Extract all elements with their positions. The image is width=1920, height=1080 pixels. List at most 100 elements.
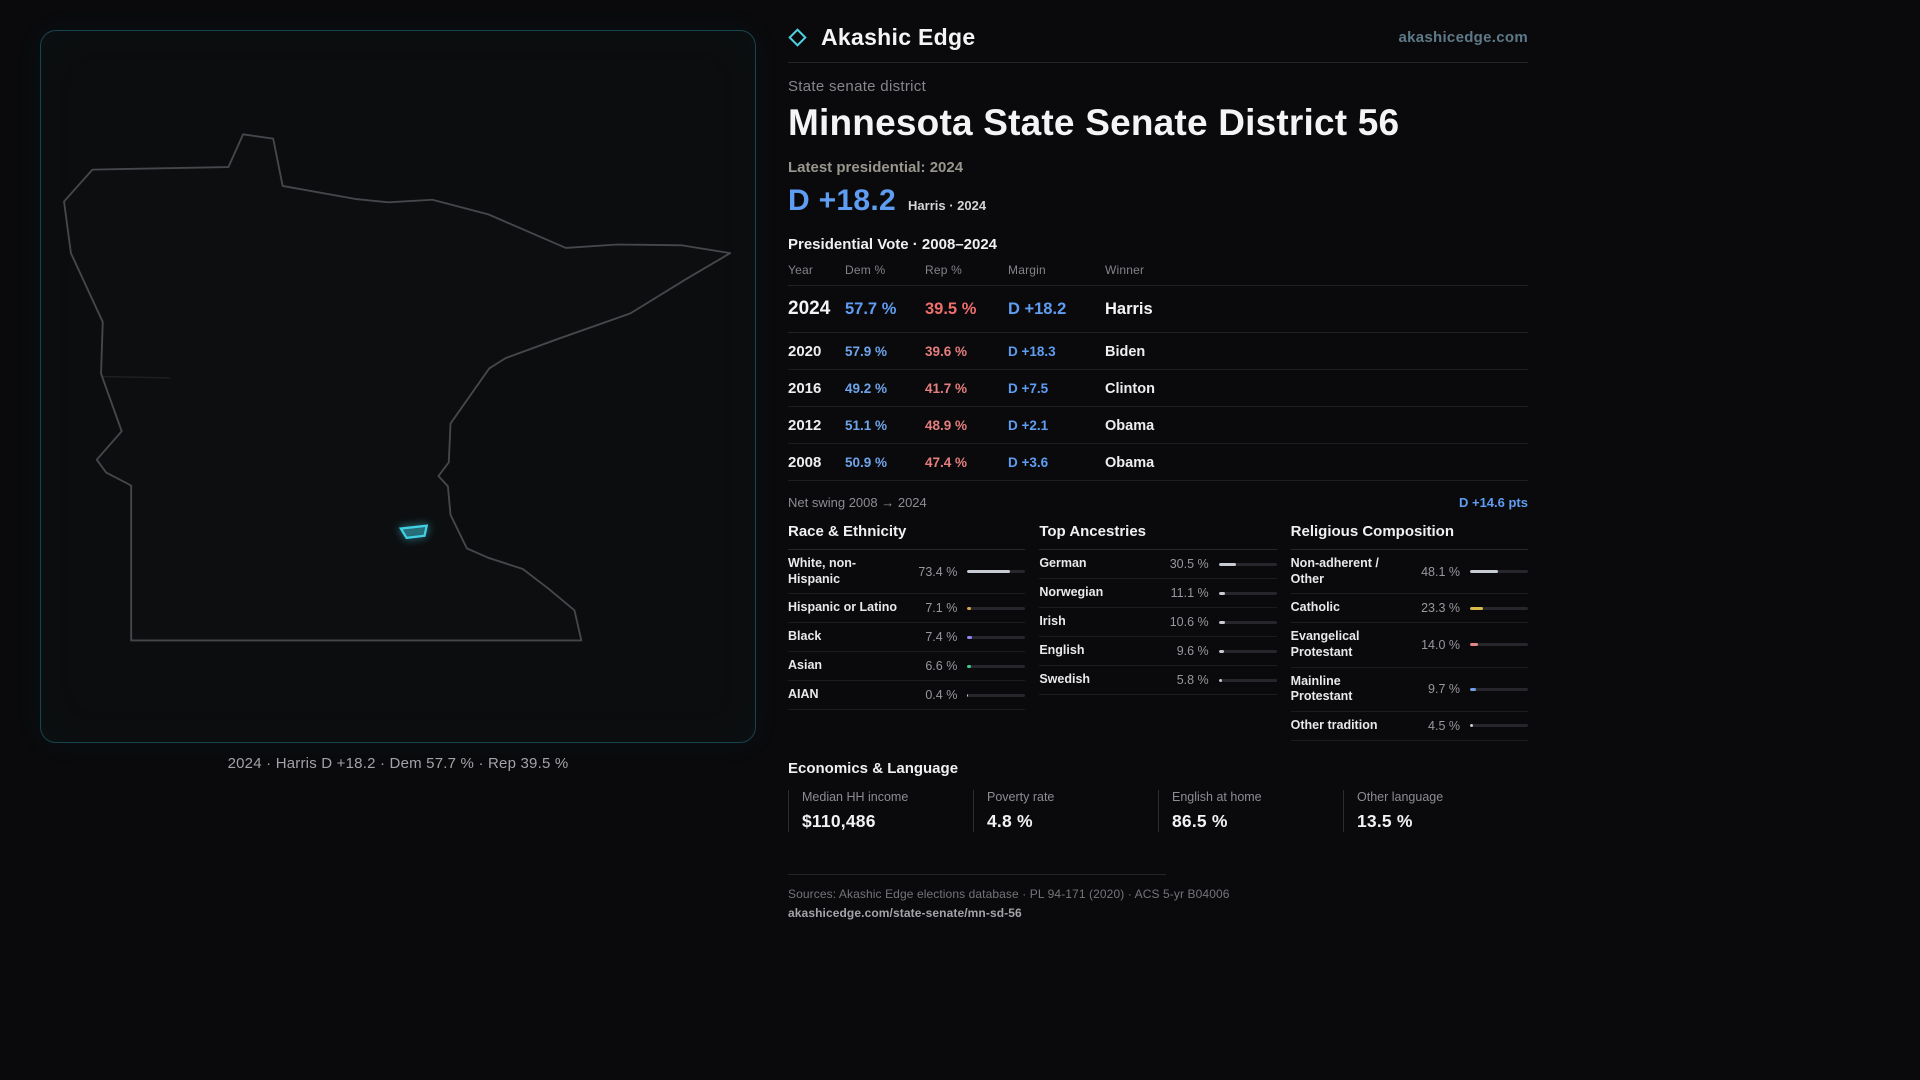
demo-row: German 30.5 % [1039,550,1277,579]
demo-section-religion: Religious Composition Non-adherent / Oth… [1290,523,1528,741]
demo-bar [1469,606,1528,610]
net-swing-row: Net swing 2008 → 2024 D +14.6 pts [788,495,1528,510]
stat-value: 4.8 % [987,810,1033,831]
cell-dem: 57.9 % [845,343,888,359]
footer-sources: Sources: Akashic Edge elections database… [788,886,1230,901]
demo-value: 9.6 % [1176,644,1209,658]
map-interior-line [102,375,170,379]
headline-margin-row: D +18.2 Harris · 2024 [788,184,1528,218]
cell-margin: D +7.5 [1008,380,1049,396]
demo-value: 5.8 % [1176,673,1209,687]
stat-value: $110,486 [802,810,876,831]
cell-year: 2020 [788,342,822,360]
demo-value: 48.1 % [1421,564,1460,579]
brand-domain-link[interactable]: akashicedge.com [1398,29,1528,46]
demo-bar [1469,643,1528,647]
cell-margin: D +3.6 [1008,454,1049,470]
cell-margin: D +18.2 [1008,300,1067,318]
stat-label: Other language [1357,789,1444,804]
stat-median-income: Median HH income $110,486 [788,789,973,832]
stat-other-language: Other language 13.5 % [1343,789,1528,832]
demo-row: White, non-Hispanic 73.4 % [788,550,1026,595]
headline-margin-note: Harris · 2024 [908,198,987,213]
cell-margin: D +2.1 [1008,417,1049,433]
cell-year: 2012 [788,416,822,434]
demo-row: Black 7.4 % [788,623,1026,653]
stat-label: Poverty rate [987,789,1055,804]
stat-poverty-rate: Poverty rate 4.8 % [973,789,1158,832]
demo-section-title: Religious Composition [1290,523,1528,550]
demo-value: 23.3 % [1421,601,1460,616]
demo-label: Mainline Protestant [1290,673,1353,704]
cell-winner: Biden [1105,343,1146,360]
demo-label: Catholic [1290,600,1340,615]
demo-row: Non-adherent / Other 48.1 % [1290,550,1528,595]
header-divider [788,62,1528,63]
stat-label: Median HH income [802,789,909,804]
header: Akashic Edge akashicedge.com [788,24,1528,51]
demo-row: Mainline Protestant 9.7 % [1290,668,1528,712]
cell-dem: 50.9 % [845,454,888,470]
demo-label: Norwegian [1039,585,1104,600]
cell-year: 2016 [788,379,822,397]
cell-winner: Clinton [1105,380,1155,397]
demo-label: English [1039,643,1085,658]
footer-divider [788,873,1166,875]
net-swing-value: D +14.6 pts [1458,495,1528,510]
demo-label: Other tradition [1290,717,1378,732]
diamond-icon [788,28,807,47]
demo-value: 10.6 % [1169,615,1209,629]
latest-presidential-label: Latest presidential: 2024 [788,159,964,176]
vote-table-title: Presidential Vote · 2008–2024 [788,236,998,253]
cell-winner: Obama [1105,417,1155,434]
demo-bar [1469,724,1528,728]
cell-rep: 48.9 % [925,417,968,433]
demo-row: Other tradition 4.5 % [1290,712,1528,741]
cell-margin: D +18.3 [1008,343,1056,359]
footer-permalink-link[interactable]: akashicedge.com/state-senate/mn-sd-56 [788,905,1022,920]
demo-section-title: Top Ancestries [1039,523,1277,550]
demo-label: Swedish [1039,672,1091,687]
demo-section-title: Race & Ethnicity [788,523,1026,550]
cell-dem: 51.1 % [845,417,888,433]
headline-margin: D +18.2 [788,184,897,217]
demo-label: Asian [788,658,823,673]
cell-year: 2024 [788,298,831,319]
demo-label: Hispanic or Latino [788,600,898,615]
vote-row-2020: 2020 57.9 % 39.6 % D +18.3 Biden [788,333,1528,370]
demo-row: Asian 6.6 % [788,652,1026,682]
minnesota-outline [63,133,732,642]
stat-value: 13.5 % [1357,810,1413,831]
demo-value: 73.4 % [918,564,958,579]
demo-row: AIAN 0.4 % [788,681,1026,711]
demographics-grid: Race & Ethnicity White, non-Hispanic 73.… [788,523,1528,741]
cell-dem: 57.7 % [845,300,897,318]
demo-row: Hispanic or Latino 7.1 % [788,594,1026,624]
demo-value: 30.5 % [1169,557,1209,571]
demo-label: White, non-Hispanic [788,556,857,586]
demo-value: 4.5 % [1428,718,1460,733]
page-title: Minnesota State Senate District 56 [788,102,1400,143]
demo-bar [1218,620,1277,624]
demo-row: Norwegian 11.1 % [1039,579,1277,608]
map-caption: 2024 · Harris D +18.2 · Dem 57.7 % · Rep… [227,755,569,772]
demo-value: 11.1 % [1170,586,1209,600]
demo-bar [1218,649,1277,653]
demo-label: AIAN [788,687,819,702]
economics-stats: Median HH income $110,486 Poverty rate 4… [788,789,1528,832]
cell-winner: Obama [1105,454,1155,471]
stat-value: 86.5 % [1172,810,1228,831]
col-header-margin: Margin [1008,263,1046,277]
demo-bar [967,635,1026,639]
demo-value: 7.1 % [925,601,958,616]
demo-label: German [1039,556,1087,571]
demo-value: 9.7 % [1428,682,1460,697]
demo-label: Black [788,629,822,644]
demo-row: Evangelical Protestant 14.0 % [1290,623,1528,668]
demo-bar [1218,562,1277,566]
map-panel [40,30,756,743]
vote-table-header: Year Dem % Rep % Margin Winner [788,253,1528,286]
economics-title: Economics & Language [788,759,959,777]
demo-section-ancestries: Top Ancestries German 30.5 % Norwegian 1… [1039,523,1277,695]
